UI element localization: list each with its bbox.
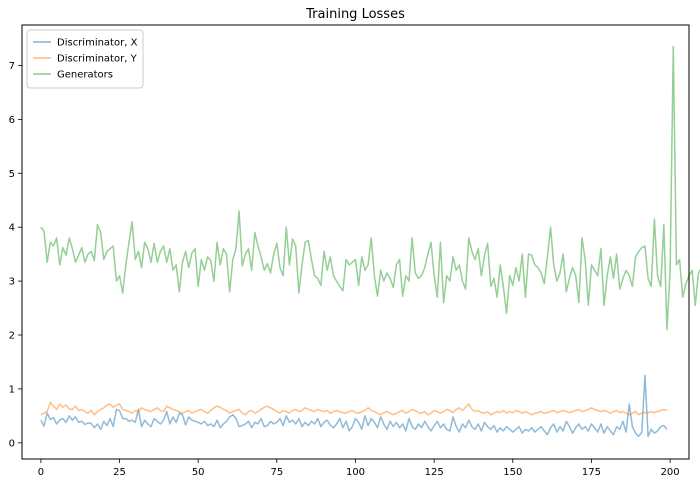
series-line-1 [40,374,668,438]
y-axis: 0 1 2 3 4 5 6 7 [9,61,22,449]
y-tick-label: 2 [9,331,15,342]
legend: Discriminator, X Discriminator, Y Generato… [26,29,144,89]
x-tick-label: 100 [346,467,365,478]
x-tick-label: 200 [661,467,680,478]
x-tick-label: 25 [113,467,126,478]
series-line-3 [40,45,700,331]
y-tick-label: 4 [9,223,15,234]
y-tick-label: 7 [9,61,15,72]
x-axis: 0 25 50 75 100 125 150 175 200 [38,459,680,478]
plot-area [21,24,690,460]
y-tick-label: 1 [9,384,15,395]
x-tick-label: 150 [503,467,522,478]
x-tick-label: 0 [38,467,44,478]
y-tick-label: 0 [9,438,15,449]
x-tick-label: 125 [425,467,444,478]
legend-box [26,29,144,89]
series-line-2 [40,401,668,416]
chart-title: Training Losses [305,7,405,22]
x-tick-label: 75 [270,467,283,478]
legend-label-1: Discriminator, X [57,38,138,49]
legend-label-2: Discriminator, Y [57,54,138,65]
y-tick-label: 6 [9,115,15,126]
y-tick-label: 3 [9,277,15,288]
x-tick-label: 50 [192,467,205,478]
x-tick-label: 175 [582,467,601,478]
legend-label-3: Generators [57,70,113,81]
y-tick-label: 5 [9,169,15,180]
